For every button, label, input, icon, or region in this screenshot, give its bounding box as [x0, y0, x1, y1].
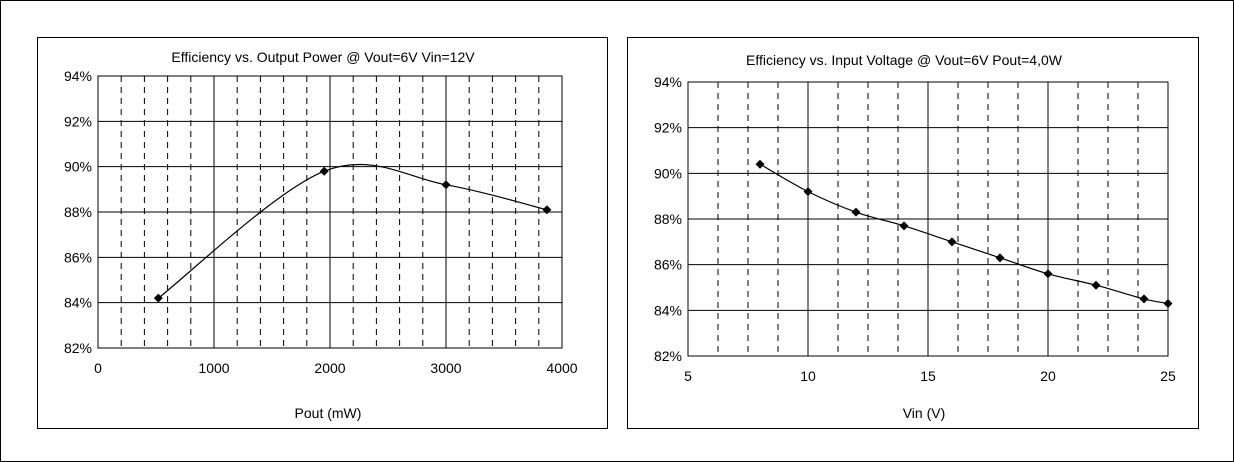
x-tick-label: 10 — [800, 368, 816, 384]
data-point-marker — [1091, 280, 1101, 290]
y-tick-label: 94% — [654, 74, 682, 90]
chart-panel-efficiency-vs-output-power: Efficiency vs. Output Power @ Vout=6V Vi… — [37, 37, 608, 429]
data-point-marker — [899, 221, 909, 231]
gridlines — [97, 75, 563, 349]
plot-area — [97, 75, 563, 349]
x-axis-label: Pout (mW) — [295, 405, 362, 421]
data-point-marker — [1163, 298, 1173, 308]
x-tick-label: 5 — [684, 368, 692, 384]
y-tick-label: 86% — [654, 257, 682, 273]
x-tick-label: 25 — [1160, 368, 1176, 384]
y-tick-label: 88% — [654, 211, 682, 227]
data-point-marker — [542, 205, 552, 215]
data-point-marker — [947, 237, 957, 247]
x-tick-label: 4000 — [546, 360, 577, 376]
y-tick-label: 84% — [64, 295, 92, 311]
x-tick-label: 15 — [920, 368, 936, 384]
y-tick-label: 92% — [654, 120, 682, 136]
data-point-marker — [851, 207, 861, 217]
y-tick-label: 88% — [64, 204, 92, 220]
data-point-marker — [441, 180, 451, 190]
chart-title: Efficiency vs. Output Power @ Vout=6V Vi… — [171, 49, 475, 65]
y-tick-label: 86% — [64, 249, 92, 265]
y-tick-label: 82% — [654, 348, 682, 364]
series-line — [157, 163, 548, 299]
gridlines — [687, 81, 1169, 357]
y-tick-label: 90% — [654, 165, 682, 181]
data-point-marker — [803, 187, 813, 197]
data-point-marker — [755, 159, 765, 169]
data-point-marker — [153, 293, 163, 303]
chart-panel-efficiency-vs-input-voltage: Efficiency vs. Input Voltage @ Vout=6V P… — [627, 37, 1199, 429]
y-tick-label: 84% — [654, 302, 682, 318]
data-point-marker — [995, 253, 1005, 263]
data-point-marker — [1043, 269, 1053, 279]
x-tick-label: 20 — [1040, 368, 1056, 384]
data-point-marker — [1139, 294, 1149, 304]
series-line — [759, 163, 1169, 305]
y-tick-label: 82% — [64, 340, 92, 356]
chart-efficiency-vs-input-voltage: Efficiency vs. Input Voltage @ Vout=6V P… — [654, 52, 1176, 421]
plot-area — [687, 81, 1169, 357]
x-tick-label: 1000 — [198, 360, 229, 376]
x-tick-label: 3000 — [430, 360, 461, 376]
y-tick-label: 90% — [64, 159, 92, 175]
chart-efficiency-vs-output-power: Efficiency vs. Output Power @ Vout=6V Vi… — [64, 49, 578, 421]
y-tick-label: 94% — [64, 68, 92, 84]
x-axis-label: Vin (V) — [903, 405, 946, 421]
data-point-marker — [319, 166, 329, 176]
chart-title: Efficiency vs. Input Voltage @ Vout=6V P… — [746, 52, 1063, 68]
x-tick-label: 0 — [94, 360, 102, 376]
y-tick-label: 92% — [64, 113, 92, 129]
x-tick-label: 2000 — [314, 360, 345, 376]
